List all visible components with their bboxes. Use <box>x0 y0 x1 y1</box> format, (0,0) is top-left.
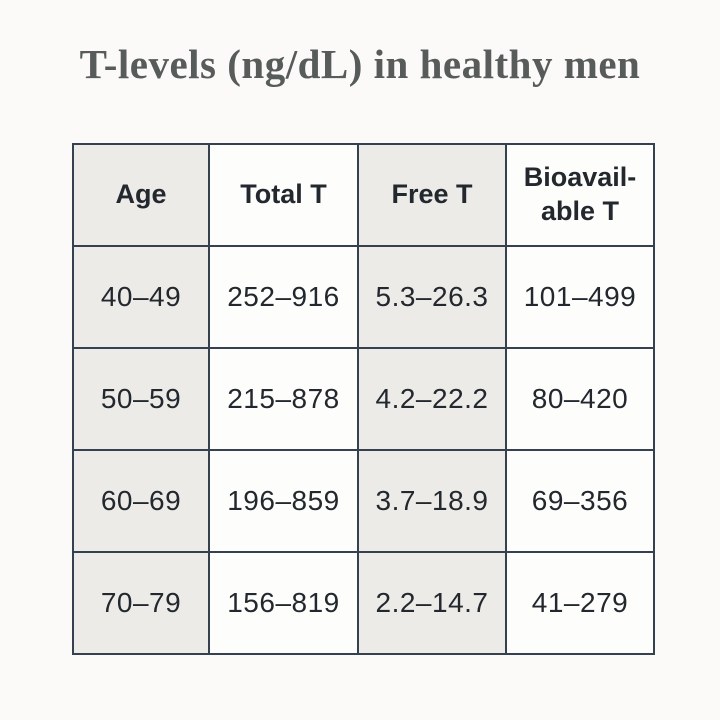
page-title: T-levels (ng/dL) in healthy men <box>79 41 641 87</box>
cell-free-t: 3.7–18.9 <box>357 449 507 553</box>
column-header-total-t: Total T <box>208 143 359 247</box>
header-row: Age Total T Free T Bioavail- able T <box>72 143 655 247</box>
cell-age: 40–49 <box>72 245 210 349</box>
table-row-40-49: 40–49 252–916 5.3–26.3 101–499 <box>72 245 655 349</box>
t-levels-table: Age Total T Free T Bioavail- able T 40–4… <box>72 143 655 655</box>
cell-free-t: 2.2–14.7 <box>357 551 507 655</box>
cell-total-t: 196–859 <box>208 449 359 553</box>
column-header-free-t: Free T <box>357 143 507 247</box>
cell-free-t: 4.2–22.2 <box>357 347 507 451</box>
cell-bioavailable-t: 41–279 <box>505 551 655 655</box>
table-row-50-59: 50–59 215–878 4.2–22.2 80–420 <box>72 347 655 451</box>
cell-free-t: 5.3–26.3 <box>357 245 507 349</box>
cell-age: 70–79 <box>72 551 210 655</box>
cell-total-t: 156–819 <box>208 551 359 655</box>
column-header-age: Age <box>72 143 210 247</box>
table-row-60-69: 60–69 196–859 3.7–18.9 69–356 <box>72 449 655 553</box>
cell-bioavailable-t: 69–356 <box>505 449 655 553</box>
cell-total-t: 215–878 <box>208 347 359 451</box>
column-header-bioavailable-t: Bioavail- able T <box>505 143 655 247</box>
cell-bioavailable-t: 80–420 <box>505 347 655 451</box>
table-row-70-79: 70–79 156–819 2.2–14.7 41–279 <box>72 551 655 655</box>
cell-age: 50–59 <box>72 347 210 451</box>
cell-age: 60–69 <box>72 449 210 553</box>
cell-total-t: 252–916 <box>208 245 359 349</box>
cell-bioavailable-t: 101–499 <box>505 245 655 349</box>
